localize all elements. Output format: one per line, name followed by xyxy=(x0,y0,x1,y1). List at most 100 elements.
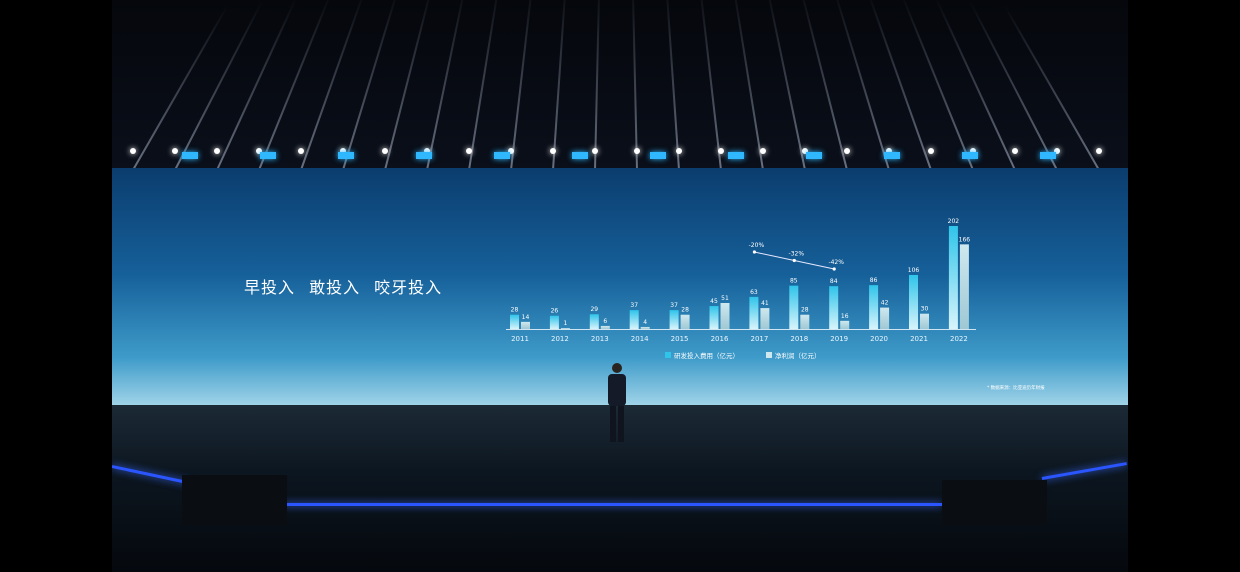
decline-point xyxy=(752,250,757,254)
x-tick-label: 2021 xyxy=(910,335,928,343)
rd-bar xyxy=(869,285,879,329)
x-tick-label: 2022 xyxy=(950,335,968,343)
spotlight xyxy=(298,148,304,154)
rd-bar xyxy=(948,226,958,329)
led-panel xyxy=(182,152,198,159)
data-label: 45 xyxy=(710,298,718,305)
rd-bar xyxy=(829,286,839,329)
rd-bar xyxy=(669,310,679,329)
spotlight xyxy=(970,148,976,154)
data-label: 166 xyxy=(959,236,971,243)
spotlight xyxy=(466,148,472,154)
legend-swatch xyxy=(766,352,772,358)
led-panel xyxy=(806,152,822,159)
stage-monitor-left xyxy=(182,475,287,525)
rd-bar xyxy=(589,314,599,329)
data-label: 14 xyxy=(522,314,530,321)
profit-bar xyxy=(720,302,730,329)
decline-label: -42% xyxy=(828,259,844,266)
x-tick-label: 2015 xyxy=(671,335,689,343)
profit-bar xyxy=(800,314,810,329)
data-label: 37 xyxy=(630,302,638,309)
profit-bar xyxy=(840,320,850,329)
profit-bar xyxy=(760,308,770,329)
spotlight xyxy=(844,148,850,154)
spotlight xyxy=(1054,148,1060,154)
spotlight xyxy=(802,148,808,154)
speaker-person xyxy=(608,363,626,442)
data-label: 37 xyxy=(670,302,678,309)
spotlight xyxy=(214,148,220,154)
spotlight xyxy=(256,148,262,154)
spotlight xyxy=(424,148,430,154)
spotlight xyxy=(382,148,388,154)
data-label: 16 xyxy=(841,313,849,320)
data-label: 84 xyxy=(830,278,838,285)
x-tick-label: 2012 xyxy=(551,335,569,343)
rd-bar xyxy=(709,306,719,329)
x-tick-label: 2017 xyxy=(750,335,768,343)
decline-point xyxy=(832,267,836,271)
footnote: * 数据来源：比亚迪历年财报 xyxy=(987,384,1045,391)
data-label: 28 xyxy=(801,307,809,314)
legend-label: 研发投入费用（亿元） xyxy=(674,351,739,360)
spotlight xyxy=(676,148,682,154)
led-panel xyxy=(338,152,354,159)
profit-bar xyxy=(959,244,969,329)
spotlight xyxy=(508,148,514,154)
profit-bar xyxy=(640,326,650,329)
x-tick-label: 2011 xyxy=(511,335,529,343)
rd-bar xyxy=(510,314,519,329)
data-label: 28 xyxy=(511,307,519,314)
spotlight xyxy=(550,148,556,154)
led-panel xyxy=(884,152,900,159)
decline-point xyxy=(792,258,796,263)
profit-bar xyxy=(680,314,690,329)
stage-photo: 早投入 敢投入 咬牙投入 xyxy=(112,0,1128,572)
x-tick-label: 2016 xyxy=(711,335,729,343)
stage-monitor-right xyxy=(942,480,1047,525)
data-label: 30 xyxy=(921,306,929,313)
led-panel xyxy=(962,152,978,159)
decline-label: -32% xyxy=(789,251,805,258)
legend-swatch xyxy=(665,352,671,358)
spotlight xyxy=(172,148,178,154)
spotlight xyxy=(718,148,724,154)
profit-bar xyxy=(600,325,610,329)
legend-label: 净利润（亿元） xyxy=(775,351,821,360)
profit-bar xyxy=(521,321,530,329)
led-panel xyxy=(572,152,588,159)
led-panel xyxy=(416,152,432,159)
led-panel xyxy=(260,152,276,159)
slide-headline: 早投入 敢投入 咬牙投入 xyxy=(244,278,443,297)
led-panel xyxy=(1040,152,1056,159)
led-panel xyxy=(494,152,510,159)
data-label: 28 xyxy=(681,307,689,314)
decline-label: -20% xyxy=(749,242,765,249)
x-tick-label: 2013 xyxy=(591,335,609,343)
data-label: 63 xyxy=(750,289,758,296)
data-label: 42 xyxy=(881,300,889,307)
profit-bar xyxy=(880,307,890,329)
rd-bar xyxy=(789,285,799,329)
spotlight xyxy=(1012,148,1018,154)
rd-bar xyxy=(629,310,639,329)
x-tick-label: 2014 xyxy=(631,335,649,343)
spotlight xyxy=(340,148,346,154)
data-label: 86 xyxy=(870,277,878,284)
spotlight xyxy=(592,148,598,154)
data-label: 26 xyxy=(551,308,559,315)
rd-bar xyxy=(909,274,918,329)
data-label: 106 xyxy=(908,267,920,274)
spotlight xyxy=(760,148,766,154)
spotlight xyxy=(1096,148,1102,154)
data-label: 202 xyxy=(948,218,960,225)
data-label: 41 xyxy=(761,300,769,307)
data-label: 85 xyxy=(790,278,798,285)
rd-bar xyxy=(549,315,559,329)
data-label: 1 xyxy=(563,320,567,327)
led-panel xyxy=(650,152,666,159)
x-tick-label: 2019 xyxy=(830,335,848,343)
rd-bar xyxy=(749,296,759,329)
